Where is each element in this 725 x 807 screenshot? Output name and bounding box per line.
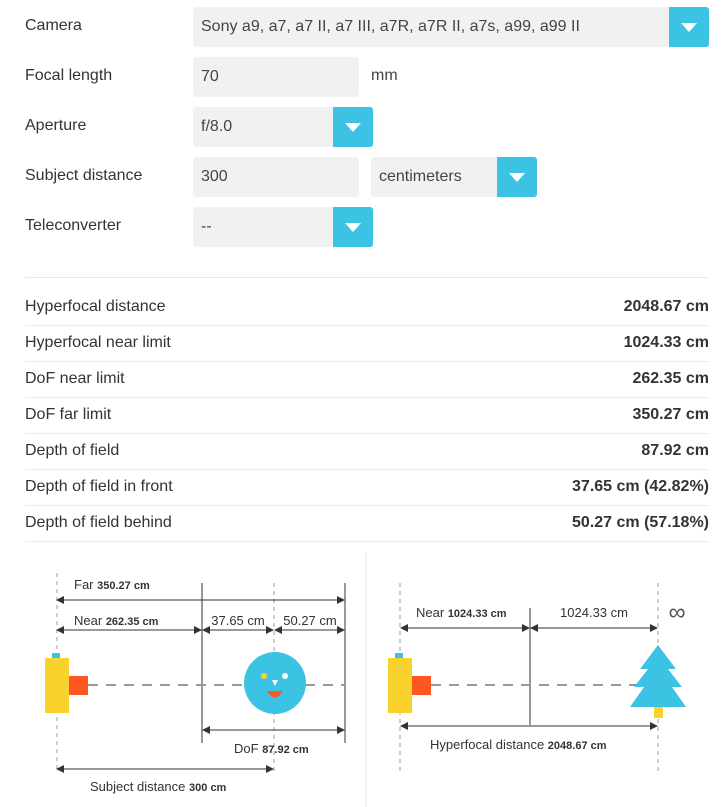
focal-length-input[interactable]: 70 — [193, 57, 359, 97]
result-value: 50.27 cm (57.18%) — [572, 514, 709, 531]
result-value: 262.35 cm — [632, 370, 709, 387]
behind-value: 50.27 cm — [283, 613, 336, 628]
subject-distance-value: 300 — [201, 168, 228, 185]
subject-distance-caption: Subject distance 300 cm — [90, 779, 227, 794]
near-label: Near 262.35 cm — [74, 613, 159, 628]
distance-unit-dropdown-button[interactable] — [497, 157, 537, 197]
camera-select[interactable]: Sony a9, a7, a7 II, a7 III, a7R, a7R II,… — [193, 7, 709, 47]
hyperfocal-diagram: Near 1024.33 cm 1024.33 cm ∞ Hyperfocal … — [388, 583, 686, 773]
camera-icon — [45, 658, 69, 713]
result-value: 2048.67 cm — [623, 298, 709, 315]
focal-length-unit: mm — [371, 67, 398, 84]
aperture-dropdown-button[interactable] — [333, 107, 373, 147]
front-value: 37.65 cm — [211, 613, 264, 628]
focal-length-value: 70 — [201, 68, 219, 85]
focal-length-row: Focal length 70 mm — [0, 57, 725, 97]
camera-dropdown-button[interactable] — [669, 7, 709, 47]
camera-button-icon — [52, 653, 60, 658]
aperture-value: f/8.0 — [201, 118, 233, 135]
aperture-label: Aperture — [25, 117, 87, 134]
teleconverter-value: -- — [201, 218, 212, 235]
hyper-near-label: Near 1024.33 cm — [416, 605, 507, 620]
teleconverter-select[interactable]: -- — [193, 207, 373, 247]
aperture-row: Aperture f/8.0 — [0, 107, 725, 147]
chevron-down-icon — [345, 222, 361, 232]
chevron-down-icon — [681, 22, 697, 32]
camera-icon — [388, 658, 412, 713]
result-label: Depth of field behind — [25, 514, 172, 531]
subject-distance-input[interactable]: 300 — [193, 157, 359, 197]
result-row: DoF far limit 350.27 cm — [25, 397, 709, 434]
dof-label: DoF 87.92 cm — [234, 741, 309, 756]
result-value: 37.65 cm (42.82%) — [572, 478, 709, 495]
camera-value: Sony a9, a7, a7 II, a7 III, a7R, a7R II,… — [201, 18, 580, 35]
hyperfocal-caption: Hyperfocal distance 2048.67 cm — [430, 737, 607, 752]
result-label: DoF near limit — [25, 370, 125, 387]
camera-row: Camera Sony a9, a7, a7 II, a7 III, a7R, … — [0, 7, 725, 47]
result-label: Depth of field in front — [25, 478, 173, 495]
divider — [25, 277, 709, 278]
teleconverter-dropdown-button[interactable] — [333, 207, 373, 247]
focal-length-label: Focal length — [25, 67, 113, 84]
tree-icon — [630, 645, 686, 718]
result-value: 1024.33 cm — [623, 334, 709, 351]
camera-label: Camera — [25, 17, 82, 34]
chevron-down-icon — [509, 172, 525, 182]
subject-distance-row: Subject distance 300 centimeters — [0, 157, 725, 197]
teleconverter-row: Teleconverter -- — [0, 207, 725, 247]
lens-icon — [412, 676, 431, 695]
far-label: Far 350.27 cm — [74, 577, 150, 592]
dof-diagrams: Far 350.27 cm Near 262.35 cm 37.65 cm 50… — [45, 553, 686, 807]
result-label: Hyperfocal distance — [25, 298, 166, 315]
chevron-down-icon — [345, 122, 361, 132]
result-row: Depth of field 87.92 cm — [25, 433, 709, 470]
lens-icon — [69, 676, 88, 695]
result-label: DoF far limit — [25, 406, 112, 423]
dof-diagram: Far 350.27 cm Near 262.35 cm 37.65 cm 50… — [45, 573, 346, 794]
result-value: 350.27 cm — [632, 406, 709, 423]
distance-unit-value: centimeters — [379, 168, 462, 185]
result-row: Hyperfocal near limit 1024.33 cm — [25, 325, 709, 362]
result-label: Hyperfocal near limit — [25, 334, 171, 351]
hyper-half-value: 1024.33 cm — [560, 605, 628, 620]
result-row: Depth of field in front 37.65 cm (42.82%… — [25, 469, 709, 506]
subject-distance-label: Subject distance — [25, 167, 143, 184]
teleconverter-label: Teleconverter — [25, 217, 122, 234]
distance-unit-select[interactable]: centimeters — [371, 157, 537, 197]
result-value: 87.92 cm — [641, 442, 709, 459]
aperture-select[interactable]: f/8.0 — [193, 107, 373, 147]
infinity-symbol: ∞ — [668, 599, 685, 626]
subject-face-icon — [244, 652, 306, 714]
result-row: Hyperfocal distance 2048.67 cm — [25, 289, 709, 326]
result-row: DoF near limit 262.35 cm — [25, 361, 709, 398]
result-label: Depth of field — [25, 442, 120, 459]
result-row: Depth of field behind 50.27 cm (57.18%) — [25, 505, 709, 542]
camera-button-icon — [395, 653, 403, 658]
